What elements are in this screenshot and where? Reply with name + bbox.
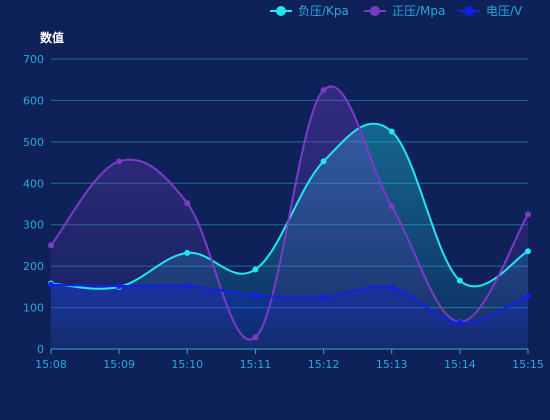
y-tick-label: 300 xyxy=(23,219,44,232)
axes: 0 100 200 300 400 500 600 700 15:08 15:09 15:10 15:… xyxy=(23,53,544,371)
y-tick-label: 200 xyxy=(23,260,44,273)
legend-item[interactable]: 负压/Kpa xyxy=(270,4,349,18)
x-tick-label: 15:11 xyxy=(240,358,272,371)
data-point[interactable] xyxy=(525,211,531,218)
data-point[interactable] xyxy=(388,203,395,210)
y-axis-label: 数值 xyxy=(40,30,64,45)
data-point[interactable] xyxy=(320,294,327,301)
y-tick-label: 400 xyxy=(23,177,44,190)
data-point[interactable] xyxy=(48,242,54,249)
series-area xyxy=(51,284,528,349)
legend-marker xyxy=(370,6,380,16)
y-tick-label: 100 xyxy=(23,302,44,315)
data-point[interactable] xyxy=(388,128,395,135)
y-tick-label: 600 xyxy=(23,94,44,107)
legend-label: 电压/V xyxy=(486,4,523,18)
x-tick-label: 15:13 xyxy=(376,358,408,371)
data-point[interactable] xyxy=(525,248,531,255)
legend-item[interactable]: 电压/V xyxy=(458,4,523,18)
legend-item[interactable]: 正压/Mpa xyxy=(364,4,445,18)
x-tick-label: 15:12 xyxy=(308,358,340,371)
legend-label: 负压/Kpa xyxy=(298,4,349,18)
x-tick-label: 15:15 xyxy=(512,358,544,371)
y-tick-label: 700 xyxy=(23,53,44,66)
data-point[interactable] xyxy=(252,266,259,273)
series-line xyxy=(50,122,529,290)
legend-marker xyxy=(464,6,474,16)
data-point[interactable] xyxy=(456,319,463,326)
data-point[interactable] xyxy=(184,200,191,207)
data-point[interactable] xyxy=(48,281,54,288)
legend-label: 正压/Mpa xyxy=(392,4,445,18)
series-points xyxy=(48,87,531,341)
series-line xyxy=(50,85,529,341)
legend-marker xyxy=(276,6,286,16)
legend[interactable]: 负压/Kpa 正压/Mpa 电压/V xyxy=(270,4,523,18)
series-lines xyxy=(50,85,529,341)
data-point[interactable] xyxy=(252,334,259,341)
data-point[interactable] xyxy=(116,158,123,165)
data-point[interactable] xyxy=(184,249,191,256)
y-tick-label: 500 xyxy=(23,136,44,149)
x-tick-label: 15:14 xyxy=(444,358,476,371)
data-point[interactable] xyxy=(184,283,191,290)
data-point[interactable] xyxy=(388,284,395,291)
data-point[interactable] xyxy=(525,292,531,299)
y-tick-label: 0 xyxy=(37,343,44,356)
data-point[interactable] xyxy=(252,292,259,299)
x-tick-label: 15:09 xyxy=(103,358,135,371)
data-point[interactable] xyxy=(320,158,327,165)
x-tick-label: 15:08 xyxy=(35,358,67,371)
x-tick-label: 15:10 xyxy=(171,358,203,371)
series-line xyxy=(50,283,529,324)
data-point[interactable] xyxy=(320,87,327,94)
data-point[interactable] xyxy=(116,283,123,290)
data-point[interactable] xyxy=(456,277,463,284)
